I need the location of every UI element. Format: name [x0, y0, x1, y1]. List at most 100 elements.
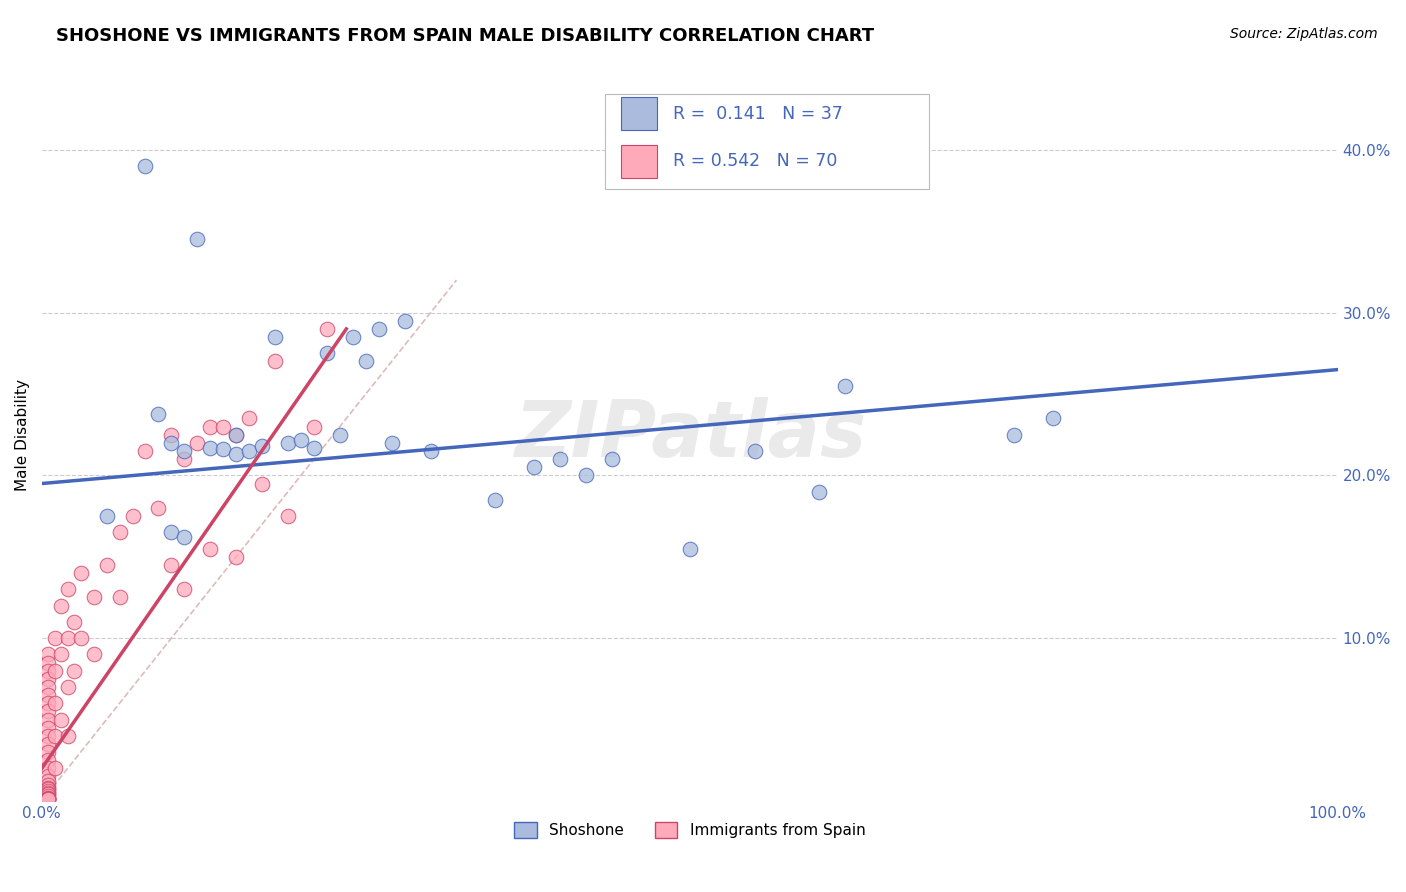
Point: [44, 631, 66, 645]
Point: [56, 631, 79, 645]
Point: [160, 427, 183, 442]
Point: [212, 419, 235, 434]
Point: [37, 792, 59, 806]
Point: [37, 780, 59, 795]
Point: [315, 322, 337, 336]
Point: [160, 525, 183, 540]
Point: [37, 788, 59, 802]
Point: [225, 549, 247, 564]
Point: [96, 509, 118, 524]
Point: [186, 232, 208, 246]
Point: [419, 444, 441, 458]
Point: [37, 737, 59, 751]
Point: [63, 664, 86, 678]
Point: [381, 435, 404, 450]
Point: [44, 761, 66, 775]
Point: [277, 435, 299, 450]
Point: [51, 648, 73, 662]
Point: [37, 672, 59, 686]
Text: R =  0.141   N = 37: R = 0.141 N = 37: [673, 105, 842, 123]
Point: [302, 441, 325, 455]
Point: [1042, 411, 1064, 425]
Point: [160, 435, 183, 450]
Point: [37, 792, 59, 806]
Point: [37, 713, 59, 727]
Point: [63, 615, 86, 629]
Point: [200, 441, 222, 455]
Point: [679, 541, 702, 556]
Point: [290, 433, 312, 447]
Point: [523, 460, 546, 475]
Point: [37, 792, 59, 806]
Point: [342, 330, 364, 344]
Point: [96, 558, 118, 572]
Point: [575, 468, 598, 483]
Point: [83, 648, 105, 662]
Point: [37, 729, 59, 743]
Y-axis label: Male Disability: Male Disability: [15, 379, 30, 491]
Point: [1002, 427, 1025, 442]
Text: R = 0.542   N = 70: R = 0.542 N = 70: [673, 153, 837, 170]
Legend: Shoshone, Immigrants from Spain: Shoshone, Immigrants from Spain: [508, 816, 872, 845]
Point: [600, 452, 623, 467]
Point: [173, 530, 195, 544]
Point: [37, 792, 59, 806]
Point: [225, 427, 247, 442]
Point: [264, 354, 287, 368]
FancyBboxPatch shape: [606, 95, 929, 189]
Point: [121, 509, 143, 524]
Point: [37, 680, 59, 694]
Point: [37, 656, 59, 670]
Point: [808, 484, 831, 499]
Point: [51, 713, 73, 727]
Point: [37, 784, 59, 798]
Point: [173, 452, 195, 467]
Point: [394, 314, 416, 328]
Point: [37, 753, 59, 767]
Point: [173, 582, 195, 597]
Point: [250, 439, 273, 453]
Point: [37, 778, 59, 792]
Point: [108, 591, 131, 605]
Point: [37, 648, 59, 662]
Point: [329, 427, 352, 442]
Point: [225, 427, 247, 442]
Point: [37, 774, 59, 789]
Point: [367, 322, 389, 336]
FancyBboxPatch shape: [621, 97, 658, 130]
Point: [69, 631, 91, 645]
Point: [37, 704, 59, 718]
Point: [37, 789, 59, 803]
Point: [212, 442, 235, 457]
Point: [56, 729, 79, 743]
Point: [160, 558, 183, 572]
Point: [83, 591, 105, 605]
Point: [37, 782, 59, 797]
Point: [134, 444, 156, 458]
Point: [37, 786, 59, 800]
Point: [44, 729, 66, 743]
Point: [315, 346, 337, 360]
Point: [56, 582, 79, 597]
Point: [744, 444, 766, 458]
Point: [56, 680, 79, 694]
Text: SHOSHONE VS IMMIGRANTS FROM SPAIN MALE DISABILITY CORRELATION CHART: SHOSHONE VS IMMIGRANTS FROM SPAIN MALE D…: [56, 27, 875, 45]
Point: [834, 379, 856, 393]
Point: [238, 444, 260, 458]
Point: [200, 419, 222, 434]
Point: [225, 447, 247, 461]
Point: [484, 492, 506, 507]
Point: [37, 769, 59, 783]
Text: Source: ZipAtlas.com: Source: ZipAtlas.com: [1230, 27, 1378, 41]
Point: [238, 411, 260, 425]
Point: [548, 452, 571, 467]
Point: [37, 745, 59, 759]
Point: [37, 688, 59, 702]
Point: [37, 696, 59, 710]
Point: [186, 435, 208, 450]
Point: [37, 721, 59, 735]
Point: [37, 790, 59, 805]
Point: [148, 407, 170, 421]
Point: [37, 761, 59, 775]
Point: [37, 792, 59, 806]
